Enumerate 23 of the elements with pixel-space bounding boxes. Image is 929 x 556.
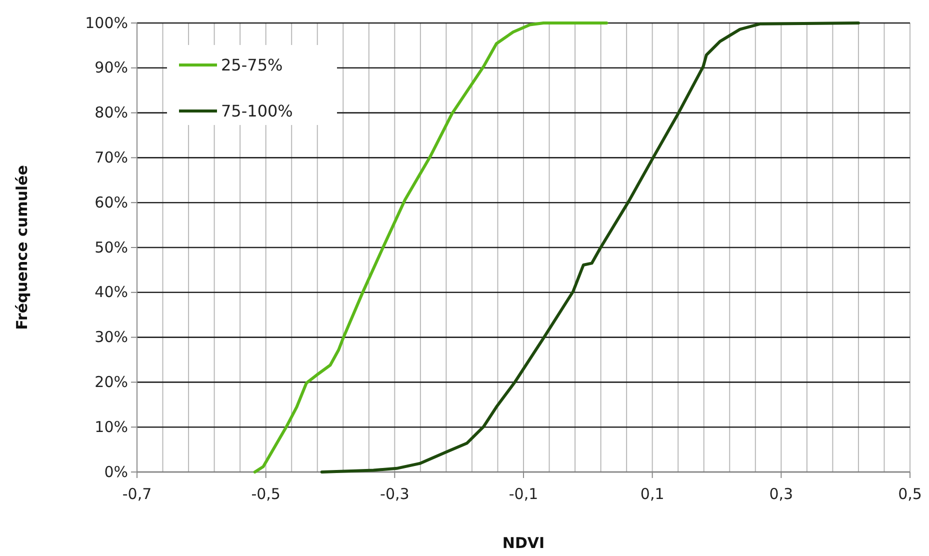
y-tick-label: 10%: [94, 418, 128, 436]
y-tick-label: 30%: [94, 328, 128, 346]
x-tick-label: -0,5: [251, 485, 280, 503]
y-axis-title: Fréquence cumulée: [13, 165, 31, 330]
y-tick-label: 50%: [94, 238, 128, 256]
x-tick-label: 0,1: [640, 485, 664, 503]
x-tick-label: 0,5: [898, 485, 922, 503]
line-series: [320, 22, 860, 474]
y-tick-label: 70%: [94, 148, 128, 166]
legend-label: 75-100%: [221, 102, 293, 121]
y-tick-label: 100%: [85, 14, 128, 32]
y-tick-label: 80%: [94, 104, 128, 122]
x-tick-label: 0,3: [769, 485, 794, 503]
x-tick-label: -0,7: [122, 485, 152, 503]
legend-label: 25-75%: [221, 56, 283, 75]
x-axis-title: NDVI: [502, 534, 545, 552]
x-tick-label: -0,3: [380, 485, 410, 503]
y-tick-label: 20%: [94, 373, 128, 391]
y-tick-label: 60%: [94, 193, 128, 212]
y-tick-label: 90%: [94, 58, 128, 77]
y-tick-label: 40%: [94, 283, 128, 302]
y-tick-label: 0%: [104, 462, 128, 481]
x-tick-label: -0,1: [508, 485, 538, 503]
